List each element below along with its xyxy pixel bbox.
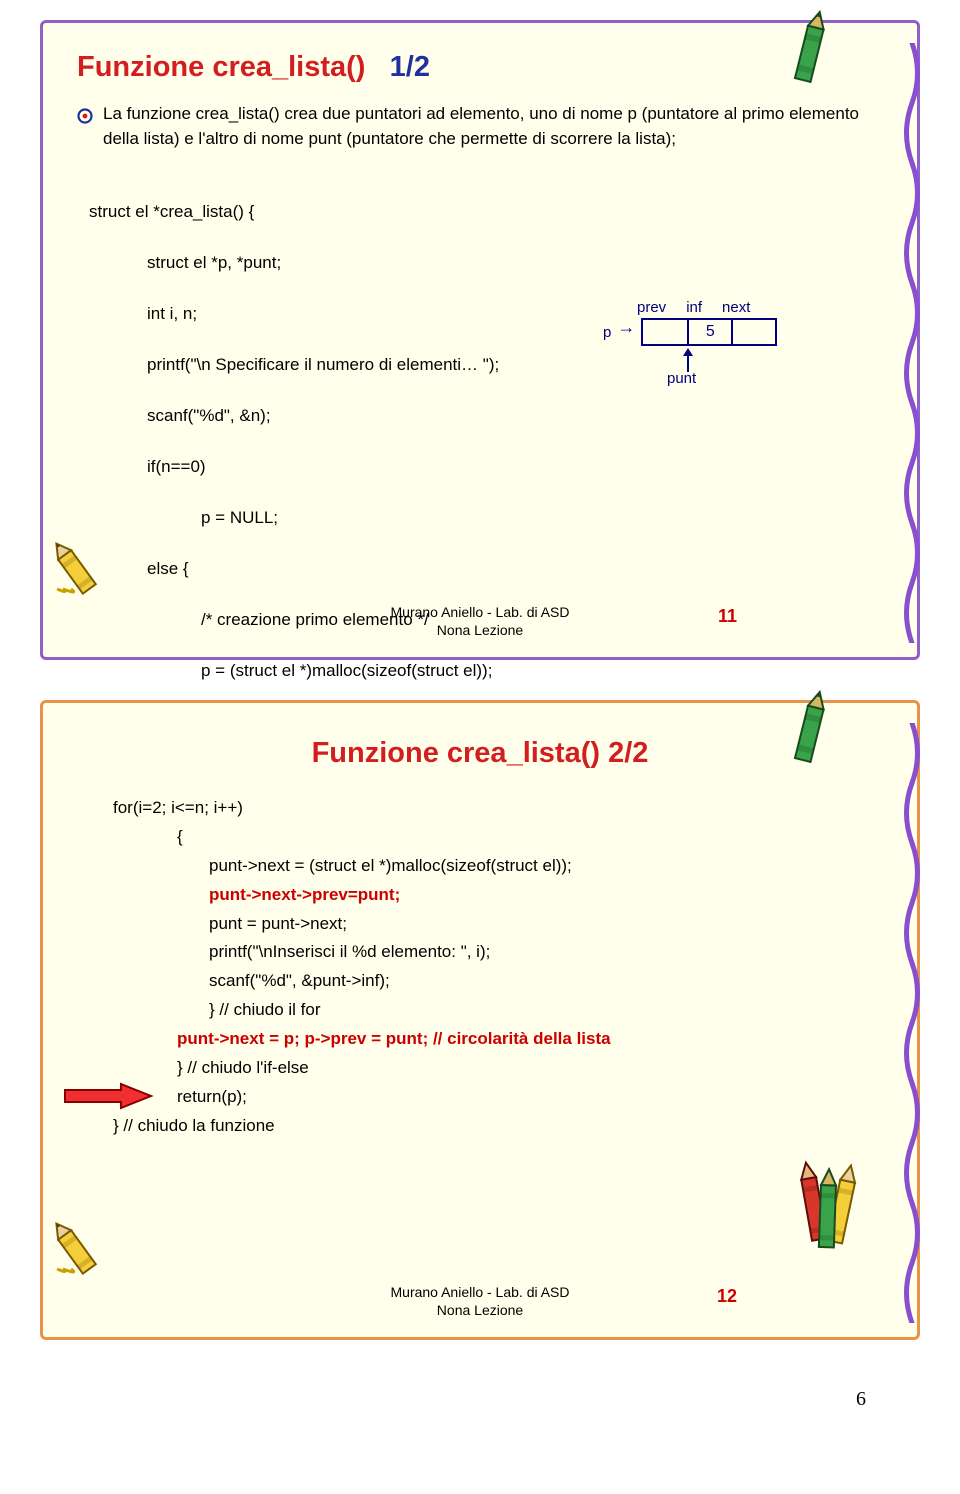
slide-1-title: Funzione crea_lista() 1/2 xyxy=(77,51,883,84)
slide-1-subtitle: La funzione crea_lista() crea due puntat… xyxy=(77,102,883,151)
code-line: struct el *crea_lista() { xyxy=(89,199,883,225)
page-number: 6 xyxy=(40,1380,920,1411)
code-line: else { xyxy=(89,556,883,582)
arrow-right-icon xyxy=(617,327,635,337)
code-line: } // chiudo la funzione xyxy=(113,1112,883,1141)
slide-number: 11 xyxy=(718,605,737,628)
code-line: struct el *p, *punt; xyxy=(89,250,883,276)
slide-1: Funzione crea_lista() 1/2 La funzione cr… xyxy=(40,20,920,660)
code-line: } // chiudo l'if-else xyxy=(113,1054,883,1083)
code-line: } // chiudo il for xyxy=(113,996,883,1025)
crayon-group-icon xyxy=(783,1155,879,1265)
code-line: punt->next = (struct el *)malloc(sizeof(… xyxy=(113,852,883,881)
code-line: if(n==0) xyxy=(89,454,883,480)
code-line: p = NULL; xyxy=(89,505,883,531)
code-line-highlight: punt->next = p; p->prev = punt; // circo… xyxy=(113,1025,883,1054)
code-line: punt = punt->next; xyxy=(113,910,883,939)
code-line: p = (struct el *)malloc(sizeof(struct el… xyxy=(89,658,883,684)
arrow-right-red-icon xyxy=(63,1081,155,1116)
footer-line-1: Murano Aniello - Lab. di ASD xyxy=(43,1283,917,1301)
slide-footer: Murano Aniello - Lab. di ASD Nona Lezion… xyxy=(43,603,917,639)
code-line-highlight: punt->next->prev=punt; xyxy=(113,881,883,910)
crayon-icon xyxy=(49,1219,117,1281)
code-block-2: for(i=2; i<=n; i++) { punt->next = (stru… xyxy=(113,794,883,1141)
footer-line-1: Murano Aniello - Lab. di ASD xyxy=(43,603,917,621)
diagram-node-box: 5 xyxy=(641,318,777,346)
crayon-icon xyxy=(783,689,837,781)
pointer-diagram: prev inf next p 5 punt xyxy=(603,299,777,387)
diagram-cell-next xyxy=(731,320,775,344)
footer-line-2: Nona Lezione xyxy=(43,621,917,639)
code-line: printf("\nInserisci il %d elemento: ", i… xyxy=(113,938,883,967)
code-line: scanf("%d", &punt->inf); xyxy=(113,967,883,996)
code-line: return(p); xyxy=(113,1083,883,1112)
bullet-icon xyxy=(77,107,93,132)
diagram-punt-label: punt xyxy=(603,370,777,387)
squiggle-decoration xyxy=(899,723,925,1328)
crayon-icon xyxy=(49,539,117,601)
diagram-cell-prev xyxy=(643,320,687,344)
diagram-cell-inf: 5 xyxy=(687,320,731,344)
squiggle-decoration xyxy=(899,43,925,648)
code-line: for(i=2; i<=n; i++) xyxy=(113,794,883,823)
code-line: { xyxy=(113,823,883,852)
arrow-up-icon xyxy=(683,348,693,372)
title-part-b: 1/2 xyxy=(390,51,430,83)
diagram-label-prev: prev xyxy=(637,299,666,316)
diagram-p-label: p xyxy=(603,324,611,341)
slide-number: 12 xyxy=(717,1285,737,1308)
slide-2-title: Funzione crea_lista() 2/2 xyxy=(77,737,883,770)
subtitle-text: La funzione crea_lista() crea due puntat… xyxy=(103,102,883,151)
diagram-label-next: next xyxy=(722,299,750,316)
diagram-label-inf: inf xyxy=(686,299,702,316)
crayon-icon xyxy=(783,9,837,101)
footer-line-2: Nona Lezione xyxy=(43,1301,917,1319)
title-part-a: Funzione crea_lista() xyxy=(77,51,365,83)
code-line: scanf("%d", &n); xyxy=(89,403,883,429)
slide-2: Funzione crea_lista() 2/2 for(i=2; i<=n;… xyxy=(40,700,920,1340)
slide-footer: Murano Aniello - Lab. di ASD Nona Lezion… xyxy=(43,1283,917,1319)
